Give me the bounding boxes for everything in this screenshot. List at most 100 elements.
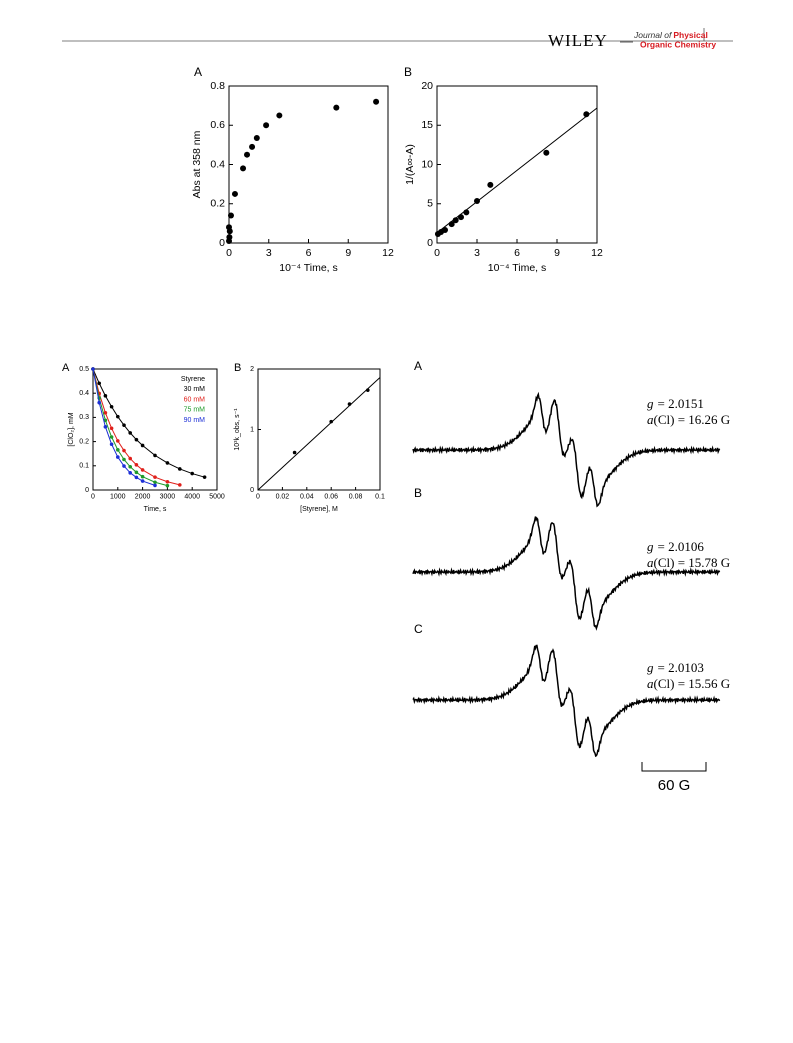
data-point [190, 471, 194, 476]
data-point [231, 190, 238, 197]
series-line [92, 368, 205, 478]
data-point [140, 479, 145, 483]
journal-name: Organic Chemistry [640, 39, 716, 49]
y-tick-label: 0 [250, 487, 254, 494]
y-axis-label: Abs at 358 nm [191, 130, 203, 198]
data-point [103, 425, 108, 429]
journal-prefix: Journal of [633, 30, 673, 40]
y-tick-label: 20 [421, 80, 433, 92]
y-axis-label: 1/(A∞-A) [404, 144, 416, 185]
data-point [122, 464, 126, 468]
epr-annotation: g = 2.0151 [647, 396, 704, 411]
data-point [165, 461, 170, 465]
epr-symbol: a [647, 555, 654, 570]
x-tick-label: 3 [474, 247, 480, 259]
data-point [116, 414, 120, 419]
legend-entry: 75 mM [184, 407, 206, 414]
data-point [140, 443, 145, 448]
x-tick-label: 0.06 [324, 493, 338, 500]
legend-entry: 90 mM [184, 417, 206, 424]
legend-entry: 60 mM [184, 396, 206, 403]
legend-title: Styrene [181, 376, 205, 383]
data-point [292, 450, 297, 455]
epr-value: (Cl) = 16.26 G [654, 412, 731, 427]
epr-trace [412, 391, 721, 508]
data-point [153, 453, 157, 458]
y-tick-label: 0 [219, 237, 225, 249]
x-axis-label: Time, s [144, 506, 167, 513]
x-tick-label: 3 [266, 247, 272, 259]
y-tick-label: 0.1 [79, 463, 89, 470]
y-tick-label: 1 [250, 426, 254, 433]
y-tick-label: 0.4 [210, 158, 225, 170]
data-point [226, 224, 232, 231]
epr-value: = 2.0151 [658, 396, 704, 411]
y-tick-label: 10 [421, 158, 433, 170]
data-point [244, 151, 251, 158]
fit-line [436, 107, 598, 234]
publisher: WILEY [548, 31, 608, 50]
plot-frame [92, 368, 218, 491]
data-point [128, 471, 132, 475]
data-point [134, 437, 139, 442]
data-point [487, 181, 494, 188]
data-point [240, 165, 247, 172]
y-tick-label: 0 [427, 237, 433, 249]
x-tick-label: 0.08 [349, 493, 363, 500]
data-point [122, 448, 126, 453]
data-point [116, 448, 120, 452]
epr-value: = 2.0106 [658, 539, 705, 554]
data-point [226, 234, 233, 241]
panel-label: B [404, 65, 412, 79]
y-tick-label: 0.2 [79, 438, 89, 445]
data-point [97, 400, 101, 405]
epr-annotation: a(Cl) = 16.26 G [647, 412, 730, 427]
data-point [249, 143, 256, 150]
x-tick-label: 2000 [135, 493, 151, 500]
x-tick-label: 12 [382, 247, 394, 259]
x-axis-label: 10⁻⁴ Time, s [279, 262, 338, 274]
y-tick-label: 0.2 [210, 198, 225, 210]
panel-label: A [194, 65, 202, 79]
plot-frame [228, 85, 389, 244]
x-tick-label: 3000 [160, 493, 176, 500]
x-tick-label: 0.1 [375, 493, 385, 500]
x-tick-label: 0 [434, 247, 440, 259]
fit-line [257, 377, 381, 491]
data-point [128, 456, 132, 461]
data-point [373, 98, 380, 105]
x-tick-label: 6 [514, 247, 520, 259]
data-point [134, 463, 139, 467]
data-point [128, 431, 132, 435]
data-point [134, 470, 139, 475]
data-point [178, 467, 182, 471]
x-tick-label: 0 [226, 247, 232, 259]
epr-symbol: a [647, 412, 654, 427]
x-tick-label: 0 [256, 493, 260, 500]
epr-panel-label: A [414, 359, 422, 373]
data-point [103, 411, 108, 415]
data-point [153, 480, 157, 485]
y-axis-label: [ClO₂], mM [68, 412, 75, 446]
data-point [91, 367, 95, 371]
y-tick-label: 0.5 [79, 366, 89, 373]
y-tick-label: 2 [250, 366, 254, 373]
x-axis-label: [Styrene], M [300, 506, 338, 513]
x-tick-label: 4000 [184, 493, 200, 500]
series-line [92, 368, 180, 486]
x-tick-label: 12 [591, 247, 603, 259]
data-point [329, 419, 334, 424]
data-point [452, 217, 459, 224]
epr-symbol: g [647, 660, 654, 675]
series-line [92, 368, 156, 486]
x-tick-label: 9 [554, 247, 560, 259]
data-point [442, 227, 448, 234]
journal-name: Physical [673, 30, 708, 40]
x-tick-label: 0.04 [300, 493, 314, 500]
y-tick-label: 0 [85, 487, 89, 494]
data-point [543, 149, 550, 156]
data-point [103, 394, 108, 398]
data-point [109, 404, 114, 409]
